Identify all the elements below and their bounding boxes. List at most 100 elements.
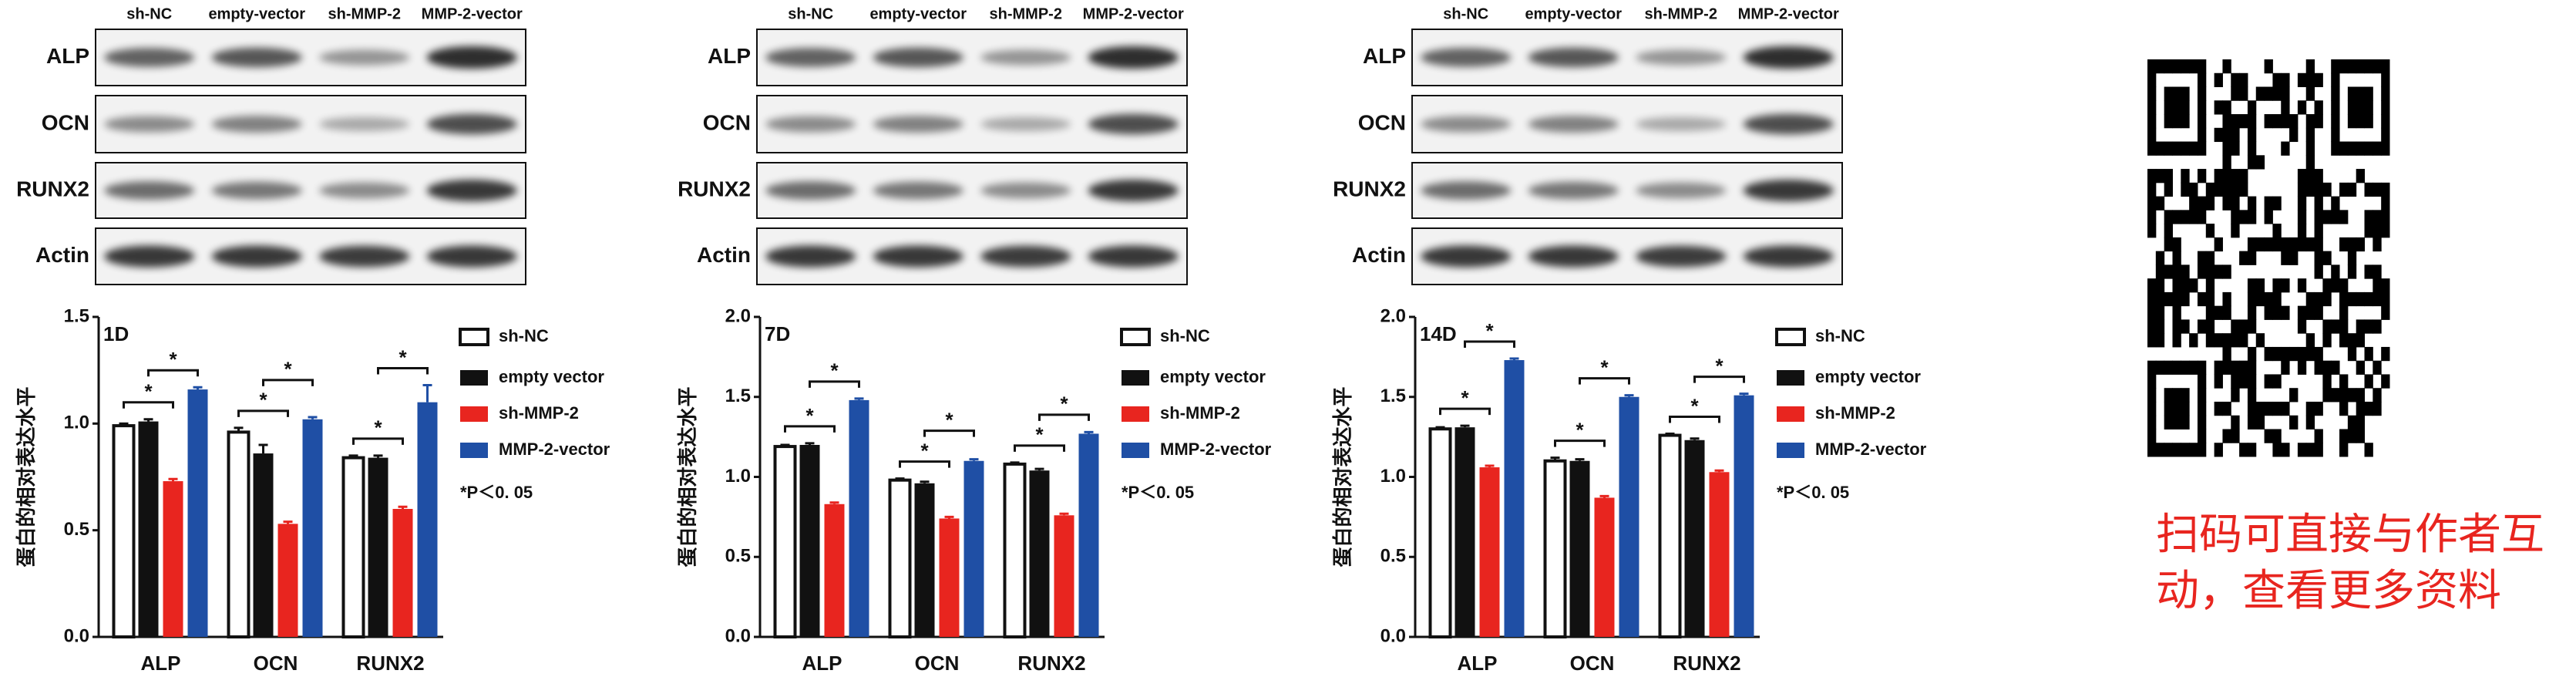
qr-module	[2314, 237, 2323, 252]
qr-module	[2255, 333, 2265, 348]
blot-band	[1088, 113, 1179, 135]
error-bar	[1435, 426, 1445, 429]
qr-module	[2272, 374, 2282, 389]
qr-module	[2314, 100, 2323, 115]
row-label: RUNX2	[16, 177, 89, 200]
blot-band	[1636, 182, 1727, 199]
row-label: Actin	[35, 243, 89, 267]
qr-module	[2172, 264, 2181, 279]
qr-module	[2222, 429, 2231, 443]
qr-module	[2181, 114, 2190, 129]
qr-module	[2222, 169, 2231, 184]
blot-band	[319, 49, 410, 66]
qr-module	[2297, 72, 2307, 88]
row-label: ALP	[1363, 44, 1406, 68]
blot-band	[873, 116, 963, 133]
qr-module	[2147, 127, 2157, 143]
qr-module	[2197, 429, 2207, 443]
qr-module	[2181, 100, 2190, 115]
blot-band	[319, 245, 410, 268]
qr-module	[2222, 305, 2231, 320]
bar	[1543, 459, 1567, 638]
error-bar	[805, 442, 815, 445]
significance-star: *	[805, 404, 814, 427]
qr-module	[2356, 388, 2366, 402]
row-label: OCN	[1358, 110, 1406, 134]
qr-module	[2381, 72, 2390, 88]
qr-module	[2197, 319, 2207, 334]
error-bar	[398, 505, 408, 509]
qr-module	[2181, 86, 2190, 101]
qr-module	[2231, 141, 2240, 156]
qr-module	[2164, 264, 2173, 279]
qr-module	[2331, 141, 2340, 156]
legend-swatch	[460, 443, 488, 458]
blot-band	[1636, 245, 1727, 268]
qr-module	[2172, 401, 2181, 416]
qr-module	[2147, 360, 2157, 375]
blot-band	[426, 113, 517, 135]
qr-module	[2322, 182, 2332, 197]
qr-module	[2331, 388, 2340, 402]
bar	[253, 453, 274, 637]
error-bar	[143, 418, 153, 422]
qr-module	[2272, 401, 2282, 416]
qr-module	[2181, 59, 2190, 74]
qr-module	[2364, 401, 2373, 416]
qr-module	[2281, 86, 2290, 101]
qr-module	[2381, 291, 2390, 307]
row-label: ALP	[46, 44, 89, 68]
qr-module	[2356, 415, 2366, 429]
error-bar	[234, 426, 244, 433]
error-bar	[1690, 437, 1700, 440]
qr-module	[2189, 443, 2198, 457]
error-bar	[1084, 430, 1094, 434]
qr-module	[2197, 360, 2207, 375]
qr-module	[2381, 114, 2390, 129]
significance-star: *	[1035, 423, 1044, 446]
error-bar	[854, 397, 864, 400]
bar	[1504, 360, 1525, 637]
qr-module	[2214, 333, 2223, 348]
qr-module	[2314, 182, 2323, 197]
qr-module	[2214, 305, 2223, 320]
qr-module	[2322, 210, 2332, 224]
x-tick-label: ALP	[1458, 652, 1498, 675]
y-axis-label: 蛋白的相对表达水平	[15, 386, 38, 567]
qr-module	[2364, 210, 2373, 224]
qr-module	[2247, 114, 2257, 129]
qr-module	[2222, 264, 2231, 279]
error-bar	[1624, 394, 1634, 397]
qr-module	[2239, 360, 2248, 375]
blot-band	[980, 182, 1071, 199]
qr-module	[2181, 210, 2190, 224]
qr-module	[2339, 59, 2349, 74]
qr-module	[2155, 443, 2165, 457]
qr-module	[2147, 278, 2157, 293]
qr-module	[2189, 196, 2198, 211]
y-tick-label: 0.0	[1380, 625, 1406, 646]
qr-module	[2231, 415, 2240, 429]
qr-module	[2364, 224, 2373, 238]
blot-band	[765, 116, 856, 133]
lane-label: sh-NC	[788, 5, 833, 22]
qr-module	[2231, 72, 2240, 88]
significance-bracket	[1464, 340, 1515, 348]
qr-module	[2147, 443, 2157, 457]
qr-module	[2164, 224, 2173, 238]
qr-module	[2331, 319, 2340, 334]
qr-module	[2364, 100, 2373, 115]
qr-module	[2181, 415, 2190, 429]
qr-module	[2356, 401, 2366, 416]
error-bar	[895, 477, 905, 480]
qr-module	[2364, 141, 2373, 156]
qr-module	[2255, 415, 2265, 429]
x-tick-label: ALP	[802, 652, 842, 675]
qr-module	[2305, 127, 2315, 143]
qr-module	[2181, 443, 2190, 457]
qr-module	[2197, 401, 2207, 416]
bar	[277, 524, 298, 637]
qr-module	[2147, 196, 2157, 211]
blot-band	[1088, 45, 1179, 69]
qr-module	[2381, 305, 2390, 320]
